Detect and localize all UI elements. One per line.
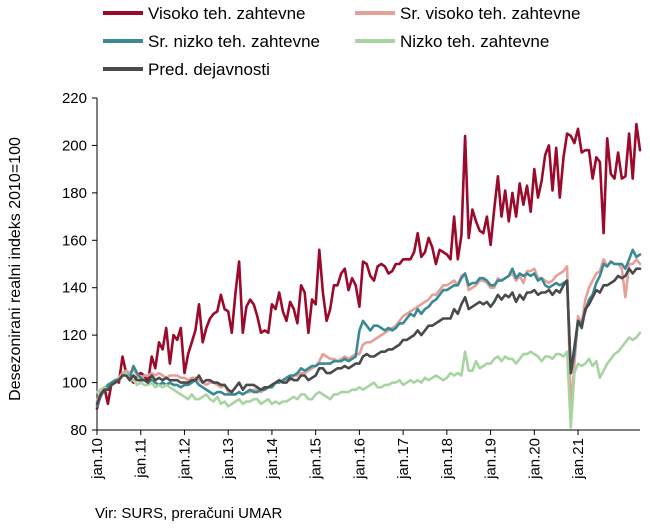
y-tick-label: 200 — [62, 137, 87, 154]
series-line-4 — [95, 331, 642, 429]
y-tick-label: 180 — [62, 185, 87, 202]
x-tick-label: jan.11 — [133, 438, 150, 479]
y-tick-label: 120 — [62, 327, 87, 344]
legend-label: Pred. dejavnosti — [148, 60, 270, 79]
x-tick-label: jan.20 — [526, 438, 543, 480]
chart-legend: Visoko teh. zahtevne Sr. visoko teh. zaht… — [103, 4, 581, 79]
x-tick-label: jan.18 — [439, 438, 456, 480]
x-tick-label: jan.19 — [483, 438, 500, 480]
legend-label: Visoko teh. zahtevne — [148, 4, 306, 23]
y-tick-label: 220 — [62, 90, 87, 107]
x-tick-label: jan.14 — [264, 438, 281, 480]
y-tick-label: 140 — [62, 280, 87, 297]
x-tick-label: jan.10 — [89, 438, 106, 480]
y-axis-title: Desezonirani realni indeks 2010=100 — [7, 137, 24, 401]
x-axis-ticks: jan.10 jan.11 jan.12 jan.13 jan.14 jan.15 jan.… — [89, 430, 587, 480]
series-line-1 — [95, 122, 642, 410]
series-line-3 — [95, 248, 642, 408]
x-tick-label: jan.21 — [570, 438, 587, 480]
legend-label: Sr. visoko teh. zahtevne — [400, 4, 581, 23]
legend-label: Sr. nizko teh. zahtevne — [148, 32, 320, 51]
x-tick-label: jan.16 — [351, 438, 368, 480]
x-tick-label: jan.17 — [395, 438, 412, 480]
series-lines — [95, 122, 642, 429]
y-axis-ticks: 80 100 120 140 160 180 200 220 — [62, 90, 97, 439]
series-line-2 — [95, 258, 642, 413]
y-tick-label: 160 — [62, 232, 87, 249]
y-tick-label: 100 — [62, 375, 87, 392]
series-line-5 — [95, 267, 642, 406]
x-tick-label: jan.13 — [220, 438, 237, 480]
y-tick-label: 80 — [70, 422, 87, 439]
x-tick-label: jan.15 — [308, 438, 325, 480]
source-note: Vir: SURS, preračuni UMAR — [95, 505, 283, 522]
x-tick-label: jan.12 — [176, 438, 193, 480]
legend-label: Nizko teh. zahtevne — [400, 32, 549, 51]
